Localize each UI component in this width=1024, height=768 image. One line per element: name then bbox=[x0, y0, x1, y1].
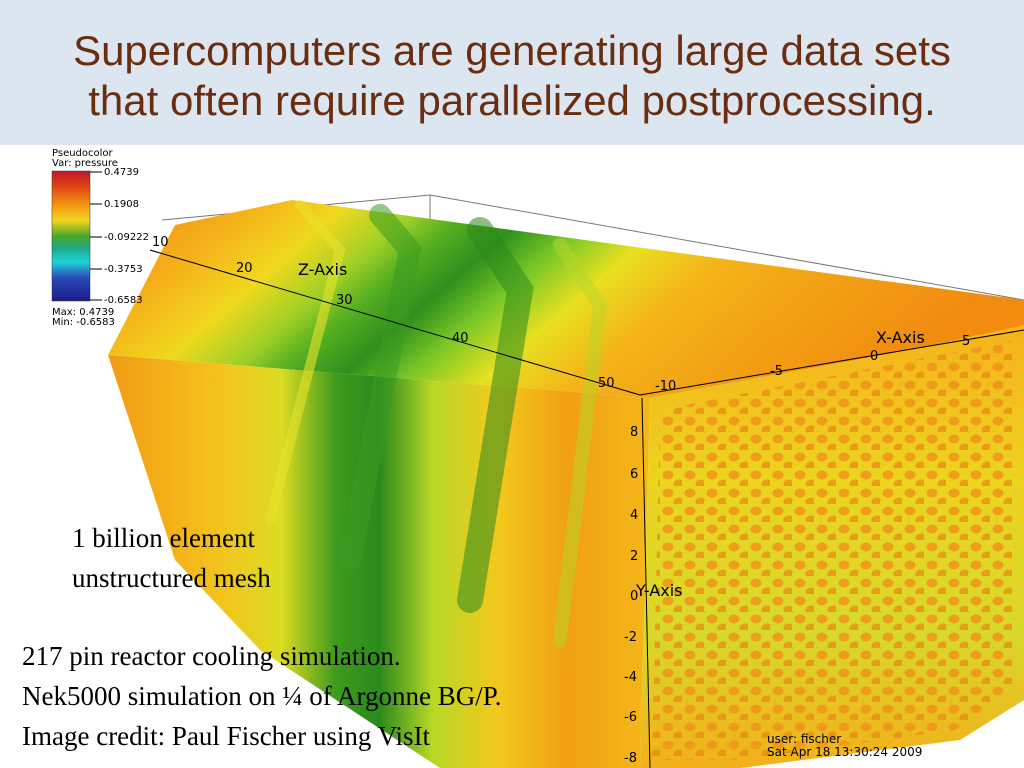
legend-max: Max: 0.4739 bbox=[52, 307, 114, 318]
z-tick-label: 50 bbox=[598, 376, 615, 391]
color-legend: Pseudocolor Var: pressure 0.4739 0.1908 … bbox=[51, 148, 149, 328]
simulation-caption-line-2: Nek5000 simulation on ¼ of Argonne BG/P. bbox=[22, 681, 502, 711]
title-banner: Supercomputers are generating large data… bbox=[0, 0, 1024, 145]
mesh-caption-line-1: 1 billion element bbox=[72, 523, 255, 553]
slide-title: Supercomputers are generating large data… bbox=[0, 26, 1024, 126]
slide-title-line-1: Supercomputers are generating large data… bbox=[73, 27, 951, 74]
y-axis-title: Y-Axis bbox=[635, 581, 683, 600]
slide-title-line-2: that often require parallelized postproc… bbox=[88, 77, 936, 124]
y-tick-label: 6 bbox=[630, 467, 638, 482]
y-tick-label: 8 bbox=[630, 425, 638, 440]
simulation-caption: 217 pin reactor cooling simulation. Nek5… bbox=[22, 636, 502, 756]
z-axis: Z-Axis 10 20 30 40 50 bbox=[149, 235, 641, 396]
z-tick-label: 10 bbox=[152, 235, 169, 250]
flow-bands bbox=[265, 200, 608, 647]
simulation-caption-line-3: Image credit: Paul Fischer using VisIt bbox=[22, 721, 431, 751]
legend-colorbar bbox=[51, 170, 91, 302]
x-tick-label: -5 bbox=[770, 364, 783, 379]
legend-variable: Var: pressure bbox=[52, 158, 118, 169]
y-tick-label: -8 bbox=[624, 751, 637, 766]
legend-tick-label: 0.1908 bbox=[104, 199, 139, 210]
x-tick-label: 5 bbox=[962, 334, 970, 349]
x-axis-title: X-Axis bbox=[876, 328, 925, 347]
mesh-caption: 1 billion element unstructured mesh bbox=[72, 518, 271, 598]
legend-tick-label: 0.4739 bbox=[104, 167, 139, 178]
y-tick-label: -6 bbox=[624, 710, 637, 725]
stamp-user: user: fischer bbox=[767, 732, 841, 746]
mesh-side-face bbox=[108, 355, 650, 768]
y-axis: Y-Axis 8 6 4 2 0 -2 -4 -6 -8 bbox=[624, 397, 683, 768]
legend-min: Min: -0.6583 bbox=[52, 317, 115, 328]
render-stamp: user: fischer Sat Apr 18 13:30:24 2009 bbox=[767, 732, 922, 759]
y-tick-label: 0 bbox=[630, 589, 638, 604]
simulation-caption-line-1: 217 pin reactor cooling simulation. bbox=[22, 641, 401, 671]
z-tick-label: 40 bbox=[452, 331, 469, 346]
legend-tick-label: -0.3753 bbox=[104, 264, 143, 275]
y-tick-label: 4 bbox=[630, 508, 638, 523]
legend-plot-type: Pseudocolor bbox=[52, 148, 114, 159]
pressure-visualization: Pseudocolor Var: pressure 0.4739 0.1908 … bbox=[51, 148, 1024, 768]
x-tick-label: 0 bbox=[870, 349, 878, 364]
y-tick-label: -2 bbox=[624, 630, 637, 645]
legend-tick-label: -0.09222 bbox=[104, 232, 149, 243]
x-tick-label: -10 bbox=[655, 379, 676, 394]
pin-array bbox=[652, 340, 1015, 760]
mesh-caption-line-2: unstructured mesh bbox=[72, 563, 271, 593]
y-tick-label: 2 bbox=[630, 549, 638, 564]
z-axis-title: Z-Axis bbox=[298, 260, 347, 279]
stamp-datetime: Sat Apr 18 13:30:24 2009 bbox=[767, 745, 922, 759]
z-tick-label: 30 bbox=[336, 293, 353, 308]
y-tick-label: -4 bbox=[624, 670, 637, 685]
legend-tick-label: -0.6583 bbox=[104, 295, 143, 306]
z-tick-label: 20 bbox=[236, 261, 253, 276]
x-axis: X-Axis -10 -5 0 5 bbox=[639, 328, 1024, 396]
